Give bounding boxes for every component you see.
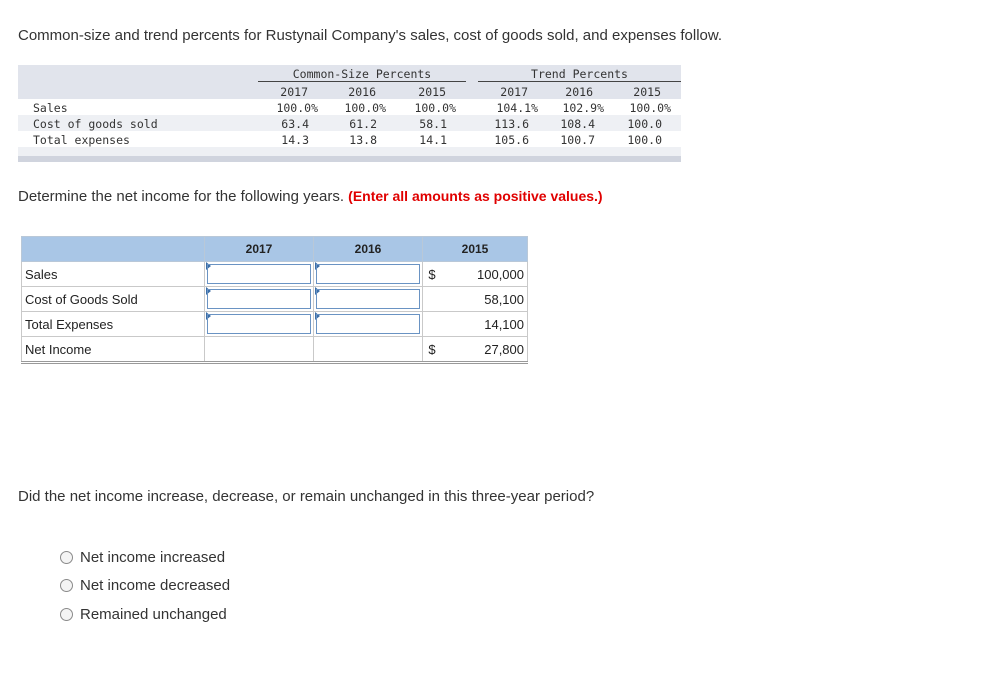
table-row: Cost of Goods Sold 58,100 [21, 286, 528, 312]
row-band [18, 147, 681, 156]
trend-underline [478, 81, 681, 82]
instruction-note: (Enter all amounts as positive values.) [348, 188, 603, 204]
year-header: 2015 [633, 85, 661, 99]
row-label: Sales [21, 261, 205, 287]
row-label: Total Expenses [21, 311, 205, 337]
dollar-sign: $ [422, 336, 441, 364]
header-2015: 2015 [422, 236, 528, 262]
header-band [18, 65, 681, 99]
trend-value: 102.9% [562, 101, 604, 115]
input-marker-icon [206, 312, 211, 320]
value-2015: 100,000 [441, 261, 528, 287]
input-box[interactable] [316, 264, 420, 284]
input-marker-icon [315, 312, 320, 320]
sales-2017-input[interactable] [204, 261, 314, 287]
year-header: 2017 [500, 85, 528, 99]
row-label: Cost of Goods Sold [21, 286, 205, 312]
input-marker-icon [206, 287, 211, 295]
header-2016: 2016 [313, 236, 423, 262]
table-row: Total Expenses 14,100 [21, 311, 528, 337]
value-2015: 58,100 [441, 286, 528, 312]
row-label: Sales [33, 101, 68, 115]
expenses-2016-input[interactable] [313, 311, 423, 337]
option-label: Net income increased [80, 548, 226, 566]
option-label: Net income decreased [80, 577, 231, 595]
row-label: Total expenses [33, 133, 130, 147]
value-2015: 14,100 [441, 311, 528, 337]
option-label: Remained unchanged [80, 605, 227, 623]
given-data-table: Common-Size Percents Trend Percents 2017… [18, 65, 681, 162]
common-size-value: 13.8 [349, 133, 377, 147]
common-size-value: 14.1 [419, 133, 447, 147]
radio-button[interactable] [60, 607, 73, 621]
trend-value: 105.6 [494, 133, 529, 147]
row-label: Net Income [21, 336, 205, 364]
year-header: 2017 [280, 85, 308, 99]
year-header: 2015 [418, 85, 446, 99]
cogs-2017-input[interactable] [204, 286, 314, 312]
option-increased[interactable]: Net income increased [60, 543, 230, 572]
trend-value: 108.4 [560, 117, 595, 131]
year-header: 2016 [565, 85, 593, 99]
common-size-value: 100.0% [414, 101, 456, 115]
trend-value: 104.1% [496, 101, 538, 115]
common-size-value: 58.1 [419, 117, 447, 131]
input-box[interactable] [207, 314, 311, 334]
option-decreased[interactable]: Net income decreased [60, 572, 230, 601]
input-marker-icon [206, 262, 211, 270]
net-income-table: 2017 2016 2015 Sales $ 100,000 Cost of G… [21, 236, 528, 364]
common-size-value: 100.0% [344, 101, 386, 115]
common-size-value: 63.4 [281, 117, 309, 131]
label-header [21, 236, 205, 262]
dollar-sign [422, 286, 441, 312]
cogs-2016-input[interactable] [313, 286, 423, 312]
dollar-sign: $ [422, 261, 441, 287]
instruction-text: Determine the net income for the followi… [18, 188, 344, 205]
input-box[interactable] [316, 289, 420, 309]
input-box[interactable] [207, 264, 311, 284]
trend-header: Trend Percents [531, 67, 628, 81]
dollar-sign [422, 311, 441, 337]
radio-button[interactable] [60, 550, 73, 564]
row-label: Cost of goods sold [33, 117, 158, 131]
net-income-2017-cell [204, 336, 314, 364]
sales-2016-input[interactable] [313, 261, 423, 287]
trend-value: 113.6 [494, 117, 529, 131]
common-size-header: Common-Size Percents [292, 67, 432, 81]
intro-text: Common-size and trend percents for Rusty… [18, 27, 723, 44]
input-marker-icon [315, 287, 320, 295]
input-marker-icon [315, 262, 320, 270]
answer-options: Net income increased Net income decrease… [60, 543, 230, 629]
expenses-2017-input[interactable] [204, 311, 314, 337]
input-box[interactable] [316, 314, 420, 334]
table-row: Net Income $ 27,800 [21, 336, 528, 364]
common-size-value: 61.2 [349, 117, 377, 131]
trend-value: 100.0 [627, 133, 662, 147]
trend-value: 100.7 [560, 133, 595, 147]
instruction: Determine the net income for the followi… [18, 188, 603, 205]
row-band [18, 115, 681, 131]
net-income-2016-cell [313, 336, 423, 364]
radio-button[interactable] [60, 579, 73, 593]
question-text: Did the net income increase, decrease, o… [18, 488, 595, 505]
option-unchanged[interactable]: Remained unchanged [60, 600, 230, 629]
table-row: Sales $ 100,000 [21, 261, 528, 287]
header-2017: 2017 [204, 236, 314, 262]
year-header: 2016 [348, 85, 376, 99]
trend-value: 100.0 [627, 117, 662, 131]
value-2015: 27,800 [441, 336, 528, 364]
header-row: 2017 2016 2015 [21, 236, 528, 262]
common-size-underline [258, 81, 466, 82]
common-size-value: 14.3 [281, 133, 309, 147]
footer-band [18, 156, 681, 162]
common-size-value: 100.0% [276, 101, 318, 115]
input-box[interactable] [207, 289, 311, 309]
trend-value: 100.0% [629, 101, 671, 115]
